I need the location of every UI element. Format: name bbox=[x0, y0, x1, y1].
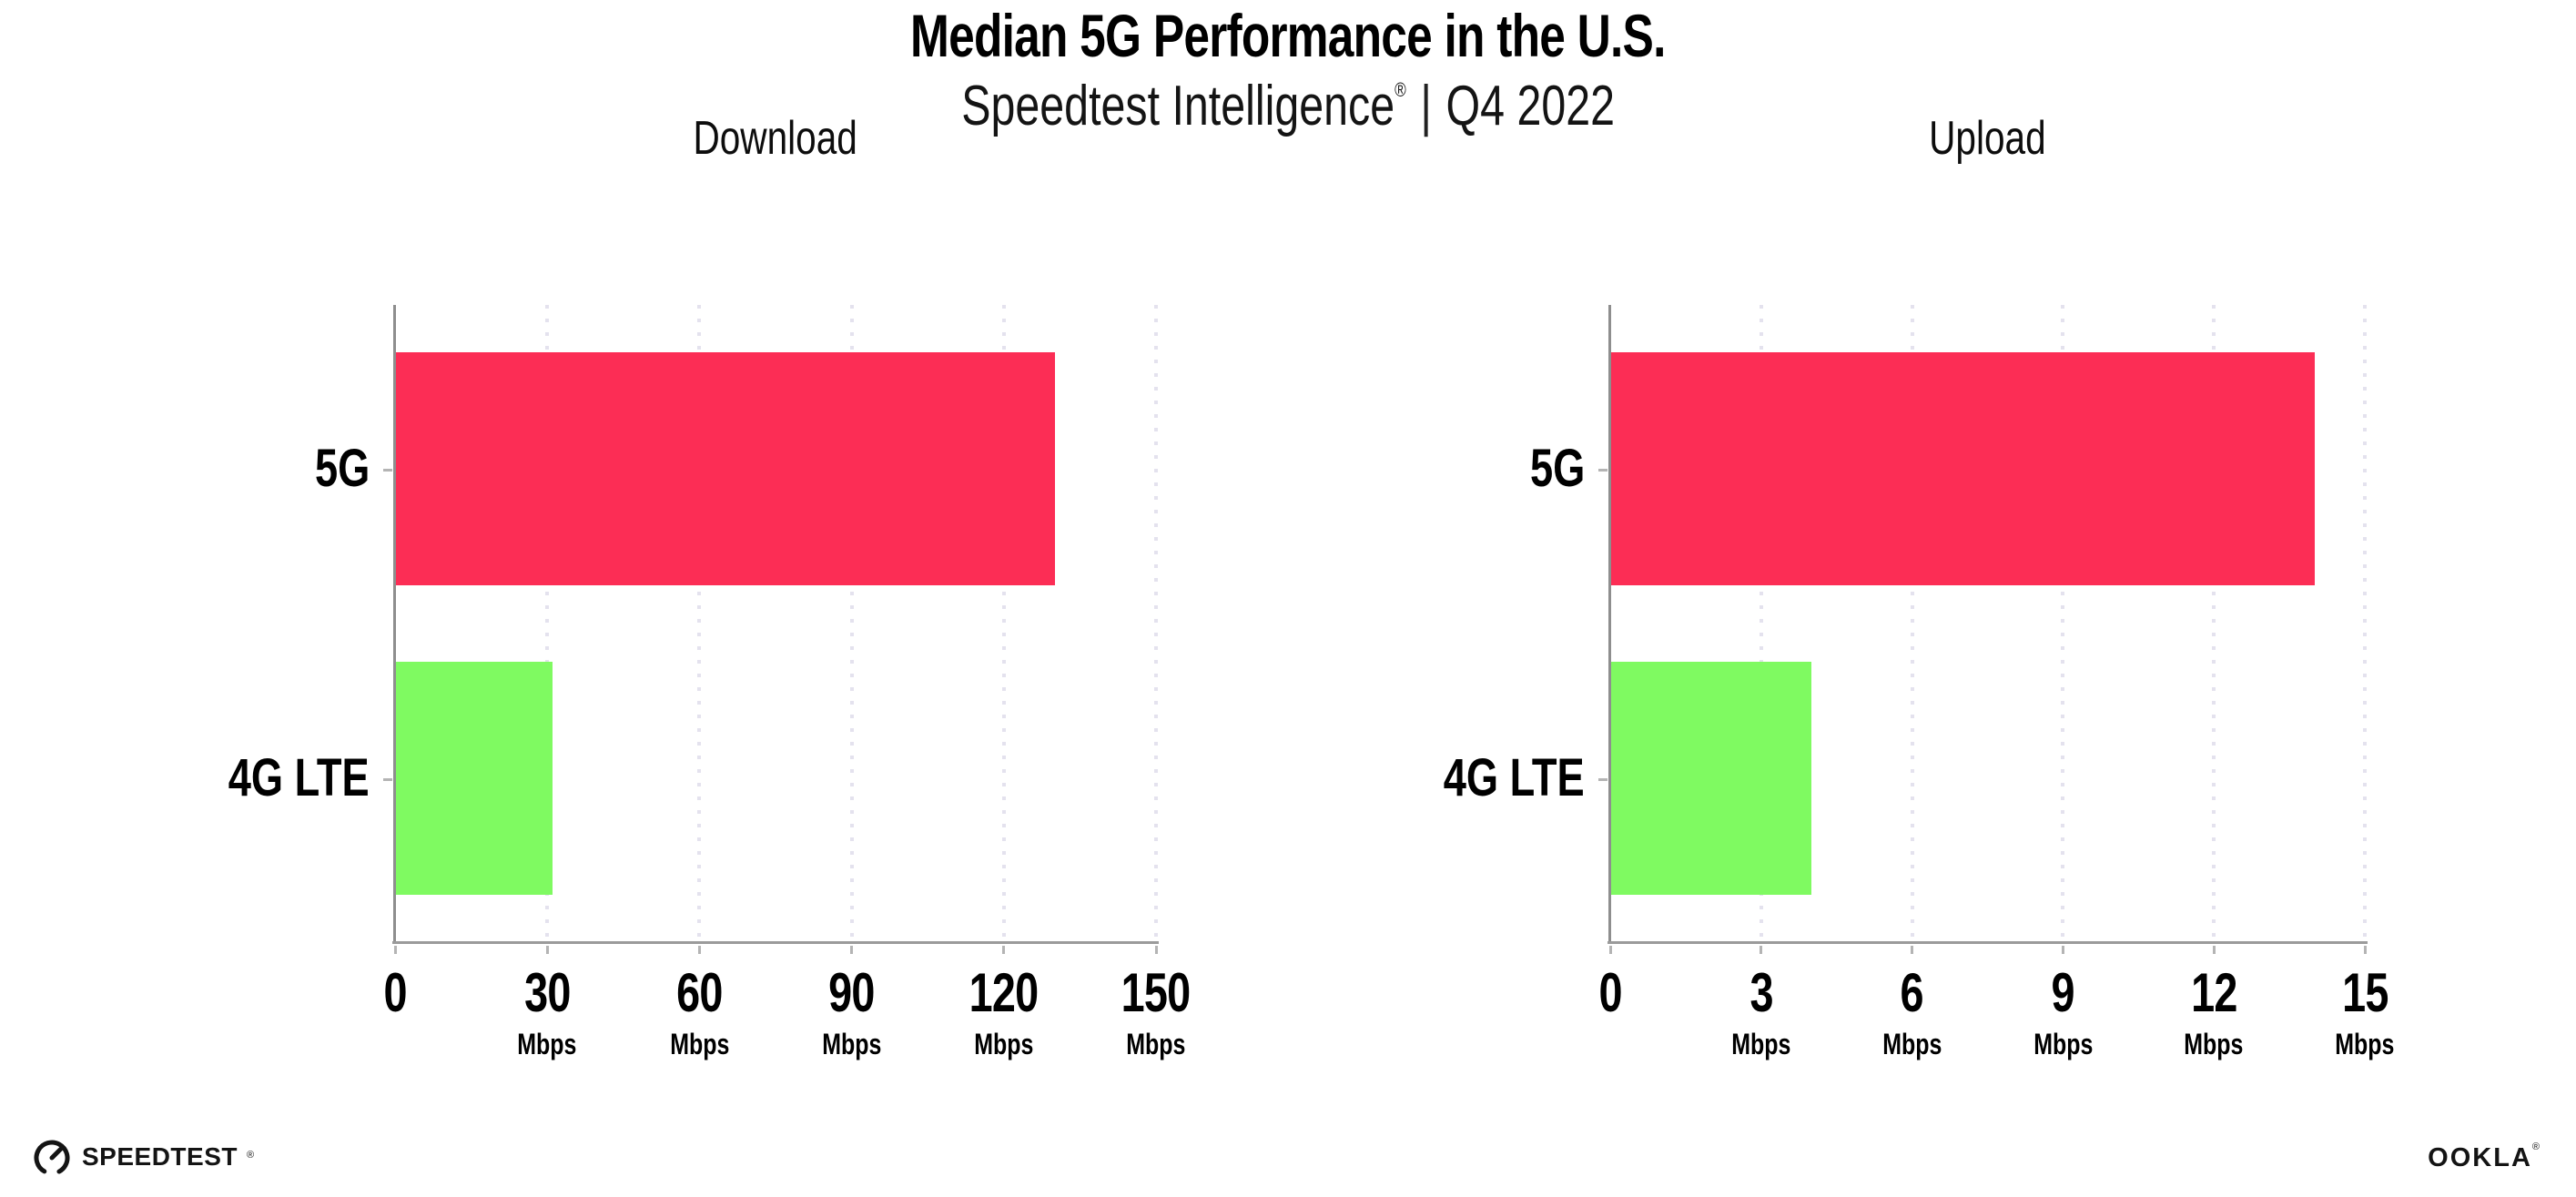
speedtest-registered-icon: ® bbox=[246, 1150, 255, 1161]
header: Median 5G Performance in the U.S. Speedt… bbox=[0, 5, 2576, 135]
x-tick-number: 6 bbox=[1900, 962, 1924, 1023]
y-axis-line bbox=[393, 305, 396, 944]
x-tick-label-150: 150 Mbps bbox=[1056, 962, 1256, 1060]
page-title-text: Median 5G Performance in the U.S. bbox=[910, 2, 1666, 69]
bar-5g-download bbox=[395, 352, 1055, 585]
category-label-4g-lte: 4G LTE bbox=[228, 748, 370, 808]
gridline-3-mbps bbox=[1759, 305, 1763, 942]
y-tick-mark bbox=[383, 469, 392, 472]
bar-4g-lte-upload bbox=[1610, 662, 1812, 895]
speedtest-wordmark: SPEEDTEST bbox=[82, 1142, 238, 1171]
subtitle-brand: Speedtest Intelligence bbox=[961, 75, 1394, 137]
x-tick-mark bbox=[1760, 946, 1763, 954]
x-tick-label-3: 3 Mbps bbox=[1661, 962, 1861, 1060]
gridline-6-mbps bbox=[1910, 305, 1914, 942]
upload-chart-title: Upload bbox=[1610, 111, 2365, 166]
subtitle-inner: Speedtest Intelligence® | Q4 2022 bbox=[961, 78, 1615, 135]
speedtest-gauge-icon bbox=[34, 1140, 70, 1176]
gridline-120-mbps bbox=[1001, 305, 1006, 942]
bar-5g-upload bbox=[1610, 352, 2315, 585]
x-tick-mark bbox=[1911, 946, 1914, 954]
y-tick-mark bbox=[383, 778, 392, 782]
x-tick-label-0: 0 bbox=[1510, 966, 1710, 1020]
download-chart-title: Download bbox=[395, 111, 1156, 166]
gridline-30-mbps bbox=[545, 305, 550, 942]
x-tick-label-15: 15 Mbps bbox=[2265, 962, 2465, 1060]
upload-plot-area: 0 3 Mbps 6 Mbps 9 Mbps 12 Mbps 15 Mbps 5G 4G LTE bbox=[1444, 305, 2395, 1059]
x-tick-mark bbox=[2212, 946, 2216, 954]
subtitle-period: Q4 2022 bbox=[1445, 75, 1615, 137]
x-tick-mark bbox=[393, 946, 397, 954]
x-tick-mark bbox=[697, 946, 701, 954]
x-tick-label-60: 60 Mbps bbox=[599, 962, 799, 1060]
x-tick-number: 30 bbox=[523, 962, 571, 1023]
x-tick-number: 3 bbox=[1749, 962, 1773, 1023]
x-tick-unit: Mbps bbox=[2184, 1028, 2244, 1060]
gridline-150-mbps bbox=[1154, 305, 1158, 942]
x-tick-number: 60 bbox=[676, 962, 723, 1023]
x-tick-mark bbox=[545, 946, 549, 954]
x-tick-mark bbox=[1608, 946, 1612, 954]
x-tick-number: 0 bbox=[1598, 962, 1622, 1023]
y-tick-mark bbox=[1598, 778, 1607, 782]
gridline-60-mbps bbox=[697, 305, 702, 942]
gridline-15-mbps bbox=[2363, 305, 2367, 942]
download-plot-area: 0 30 Mbps 60 Mbps 90 Mbps 120 Mbps 150 Mbps 5G 4G LT… bbox=[228, 305, 1192, 1059]
x-tick-label-120: 120 Mbps bbox=[904, 962, 1104, 1060]
x-tick-mark bbox=[2363, 946, 2367, 954]
x-tick-unit: Mbps bbox=[2033, 1028, 2093, 1060]
category-label-4g-lte: 4G LTE bbox=[1443, 748, 1585, 808]
ookla-registered-icon: ® bbox=[2531, 1141, 2540, 1152]
gridline-90-mbps bbox=[849, 305, 854, 942]
x-tick-unit: Mbps bbox=[1126, 1028, 1186, 1060]
y-axis-line bbox=[1608, 305, 1611, 944]
x-tick-label-90: 90 Mbps bbox=[752, 962, 952, 1060]
x-tick-number: 12 bbox=[2190, 962, 2237, 1023]
x-tick-label-30: 30 Mbps bbox=[447, 962, 647, 1060]
download-chart-title-text: Download bbox=[693, 112, 858, 165]
gridline-9-mbps bbox=[2061, 305, 2065, 942]
registered-trademark-icon: ® bbox=[1394, 78, 1406, 101]
x-tick-label-12: 12 Mbps bbox=[2114, 962, 2314, 1060]
x-tick-label-0: 0 bbox=[295, 966, 495, 1020]
category-label-5g: 5G bbox=[314, 439, 370, 499]
x-tick-label-9: 9 Mbps bbox=[1962, 962, 2163, 1060]
x-tick-number: 120 bbox=[969, 962, 1040, 1023]
x-tick-unit: Mbps bbox=[517, 1028, 577, 1060]
x-tick-unit: Mbps bbox=[1731, 1028, 1791, 1060]
x-tick-mark bbox=[850, 946, 854, 954]
x-tick-number: 9 bbox=[2051, 962, 2075, 1023]
speedtest-logo: SPEEDTEST ® bbox=[31, 1136, 254, 1178]
ookla-wordmark: OOKLA bbox=[2428, 1143, 2532, 1172]
y-tick-mark bbox=[1598, 469, 1607, 472]
x-tick-unit: Mbps bbox=[2335, 1028, 2395, 1060]
category-label-5g: 5G bbox=[1529, 439, 1585, 499]
x-tick-unit: Mbps bbox=[822, 1028, 882, 1060]
gridline-12-mbps bbox=[2212, 305, 2216, 942]
x-tick-unit: Mbps bbox=[1882, 1028, 1942, 1060]
ookla-logo: OOKLA® bbox=[2428, 1141, 2540, 1173]
page-subtitle: Speedtest Intelligence® | Q4 2022 bbox=[0, 78, 2576, 135]
x-tick-label-6: 6 Mbps bbox=[1812, 962, 2013, 1060]
x-tick-mark bbox=[2061, 946, 2064, 954]
subtitle-divider: | bbox=[1420, 75, 1432, 137]
page-title: Median 5G Performance in the U.S. bbox=[0, 5, 2576, 66]
x-tick-mark bbox=[1154, 946, 1158, 954]
x-tick-unit: Mbps bbox=[974, 1028, 1034, 1060]
x-tick-unit: Mbps bbox=[669, 1028, 729, 1060]
x-tick-mark bbox=[1002, 946, 1006, 954]
x-tick-number: 150 bbox=[1121, 962, 1192, 1023]
x-tick-number: 0 bbox=[383, 962, 407, 1023]
x-tick-number: 90 bbox=[828, 962, 875, 1023]
upload-chart-title-text: Upload bbox=[1929, 112, 2046, 165]
x-axis-line bbox=[1607, 941, 2368, 944]
bar-4g-lte-download bbox=[395, 662, 553, 895]
x-axis-line bbox=[392, 941, 1159, 944]
x-tick-number: 15 bbox=[2341, 962, 2388, 1023]
